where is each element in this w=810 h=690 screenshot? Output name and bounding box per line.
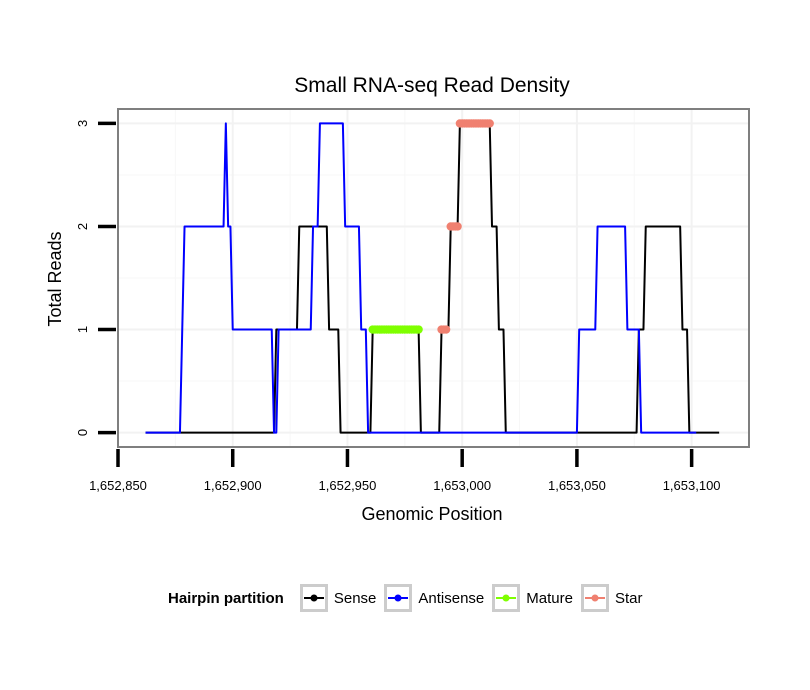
legend-item-star: Star (580, 584, 643, 612)
y-axis-label: Total Reads (45, 231, 65, 326)
series-line-antisense (145, 122, 697, 434)
legend-key-star (580, 584, 609, 612)
legend-key-antisense (384, 584, 413, 612)
legend-label-star: Star (614, 589, 643, 607)
legend-title: Hairpin partition (168, 589, 284, 607)
series-point-mature (414, 325, 423, 334)
plot-border (117, 108, 750, 448)
y-tick-label: 3 (75, 120, 90, 127)
legend: Hairpin partition Sense Antisense Mature… (168, 582, 650, 614)
legend-key-sense (299, 584, 328, 612)
legend-item-sense: Sense (299, 584, 377, 612)
legend-label-sense: Sense (333, 589, 377, 607)
legend-item-antisense: Antisense (384, 584, 484, 612)
chart-title: Small RNA-seq Read Density (294, 74, 570, 97)
x-tick-label: 1,653,050 (548, 478, 606, 493)
legend-key-mature (492, 584, 521, 612)
x-tick-label: 1,653,100 (663, 478, 721, 493)
x-tick-label: 1,652,950 (319, 478, 377, 493)
y-tick-label: 0 (75, 429, 90, 436)
series-point-star (485, 119, 494, 128)
x-tick-label: 1,652,900 (204, 478, 262, 493)
series-point-star (453, 222, 462, 231)
legend-label-mature: Mature (526, 589, 573, 607)
legend-item-mature: Mature (492, 584, 573, 612)
y-tick-label: 1 (75, 326, 90, 333)
axes: 1,652,850 1,652,900 1,652,950 1,653,000 1,65… (75, 108, 750, 493)
x-axis-label: Genomic Position (361, 504, 502, 524)
y-tick-label: 2 (75, 223, 90, 230)
x-tick-label: 1,652,850 (89, 478, 147, 493)
series-layer (145, 119, 720, 434)
x-tick-label: 1,653,000 (433, 478, 491, 493)
legend-label-antisense: Antisense (418, 589, 485, 607)
series-point-star (441, 325, 451, 334)
